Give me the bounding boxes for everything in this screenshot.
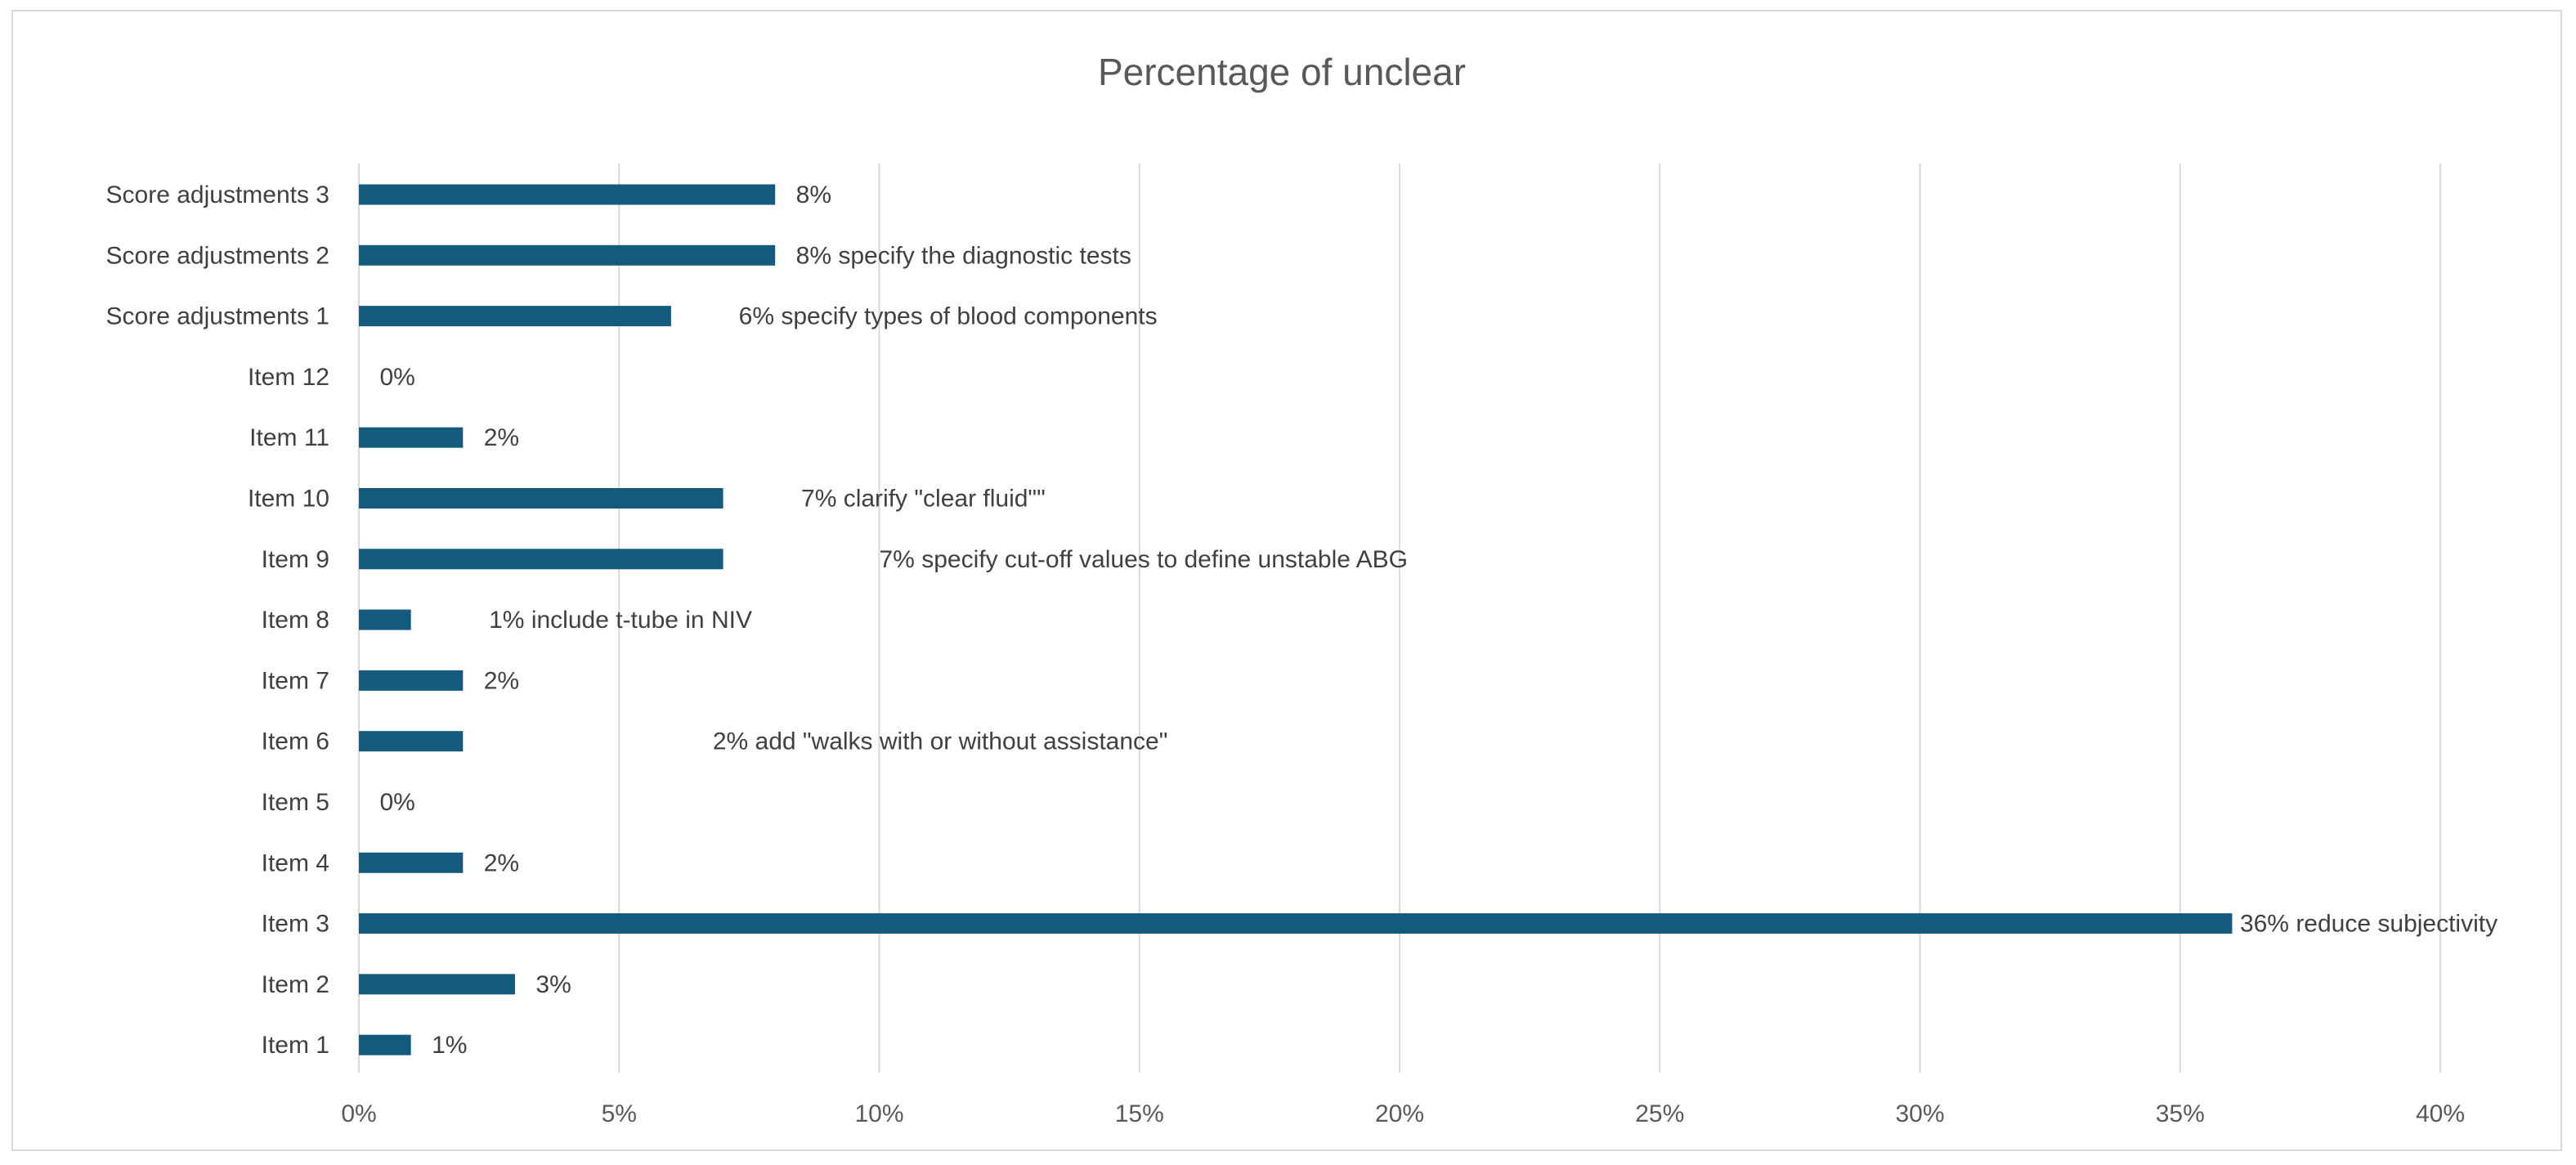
x-tick-label: 10% xyxy=(854,1100,903,1127)
data-label: 2% xyxy=(484,424,519,451)
data-label: 8% specify the diagnostic tests xyxy=(796,242,1131,269)
bar xyxy=(359,488,724,509)
bar xyxy=(359,852,464,873)
data-label: 6% specify types of blood components xyxy=(739,303,1158,330)
x-tick-label: 5% xyxy=(602,1100,637,1127)
bar xyxy=(359,306,671,327)
bar xyxy=(359,731,464,752)
x-tick-label: 30% xyxy=(1895,1100,1944,1127)
bar xyxy=(359,1034,411,1055)
category-label: Item 4 xyxy=(262,849,329,876)
bar xyxy=(359,184,776,205)
data-label: 3% xyxy=(535,971,571,998)
data-labels: 8% 8% specify the diagnostic tests 6% spec… xyxy=(379,181,2498,1059)
category-label: Item 10 xyxy=(248,486,329,513)
category-label: Item 3 xyxy=(262,911,329,938)
data-label: 0% xyxy=(379,789,414,816)
category-label: Item 11 xyxy=(249,424,329,451)
category-label: Score adjustments 3 xyxy=(106,181,329,208)
category-label: Item 12 xyxy=(248,364,329,391)
data-label: 2% xyxy=(484,849,519,876)
data-label: 1% include t-tube in NIV xyxy=(489,607,752,634)
category-label: Item 7 xyxy=(262,667,329,694)
x-tick-label: 15% xyxy=(1115,1100,1164,1127)
category-label: Item 8 xyxy=(262,607,329,634)
data-label: 7% specify cut-off values to define unst… xyxy=(880,546,1409,573)
data-label: 0% xyxy=(379,364,414,391)
x-tick-label: 35% xyxy=(2156,1100,2205,1127)
bar xyxy=(359,427,464,448)
x-tick-label: 0% xyxy=(341,1100,376,1127)
bar xyxy=(359,974,515,995)
category-label: Item 2 xyxy=(262,971,329,998)
bar xyxy=(359,913,2233,934)
x-tick-label: 25% xyxy=(1635,1100,1684,1127)
bar xyxy=(359,549,724,570)
bar xyxy=(359,244,776,266)
bars xyxy=(359,184,2233,1055)
category-label: Item 1 xyxy=(262,1032,329,1059)
x-tick-label: 20% xyxy=(1375,1100,1424,1127)
data-label: 7% clarify "clear fluid"" xyxy=(801,486,1046,513)
chart-title: Percentage of unclear xyxy=(1098,51,1466,93)
category-label: Item 6 xyxy=(262,728,329,755)
category-label: Score adjustments 1 xyxy=(106,303,329,330)
category-label: Item 5 xyxy=(262,789,329,816)
data-label: 8% xyxy=(796,181,831,208)
category-label: Score adjustments 2 xyxy=(106,242,329,269)
data-label: 2% add "walks with or without assistance… xyxy=(713,728,1168,755)
data-label: 2% xyxy=(484,667,519,694)
category-label: Item 9 xyxy=(262,546,329,573)
bar xyxy=(359,609,411,630)
bar xyxy=(359,670,464,691)
data-label: 36% reduce subjectivity xyxy=(2240,911,2498,938)
category-labels: Score adjustments 3 Score adjustments 2 Sc… xyxy=(106,181,329,1059)
data-label: 1% xyxy=(432,1032,467,1059)
x-tick-label: 40% xyxy=(2416,1100,2465,1127)
x-axis-tick-labels: 0% 5% 10% 15% 20% 25% 30% 35% 40% xyxy=(341,1100,2465,1127)
